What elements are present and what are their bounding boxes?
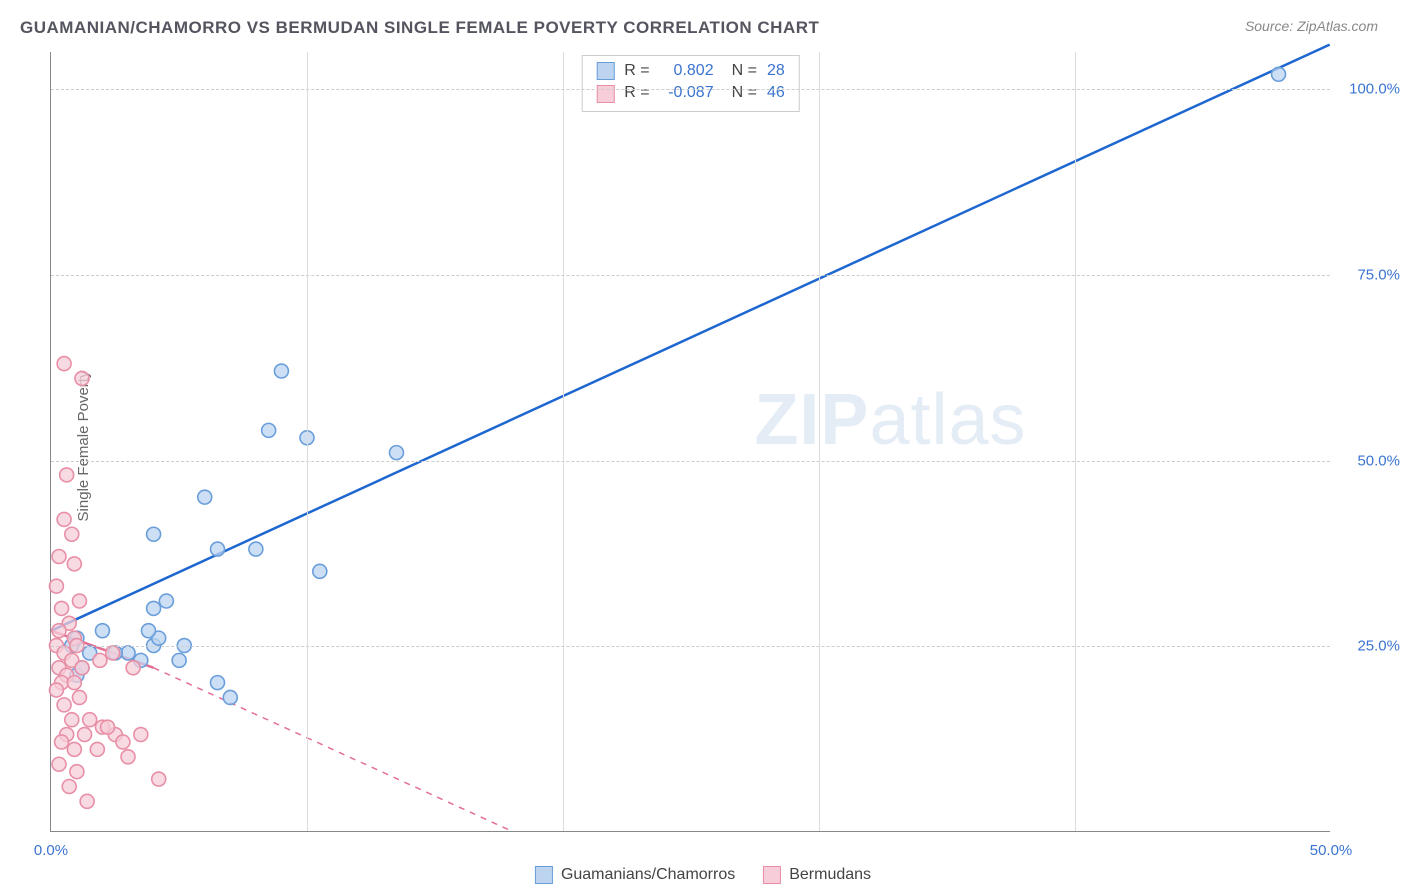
plot-area: ZIPatlas R =0.802N =28R =-0.087N =46 25.… — [50, 52, 1330, 832]
data-point — [152, 772, 166, 786]
gridline-v — [819, 52, 820, 831]
stats-box: R = 0.802 N = 28 R = -0.087 N = 46 — [581, 55, 799, 112]
legend-item: Bermudans — [763, 866, 871, 884]
legend: Guamanians/Chamorros Bermudans — [535, 866, 871, 884]
n-label: N = — [732, 60, 757, 82]
stats-row: R = 0.802 N = 28 — [596, 60, 784, 82]
data-point — [106, 646, 120, 660]
y-tick-label: 75.0% — [1357, 266, 1400, 283]
gridline-h — [51, 461, 1330, 462]
series-swatch — [535, 866, 553, 884]
r-value: -0.087 — [660, 82, 714, 104]
data-point — [95, 624, 109, 638]
data-point — [78, 728, 92, 742]
data-point — [80, 794, 94, 808]
data-point — [274, 364, 288, 378]
data-point — [70, 765, 84, 779]
data-point — [67, 557, 81, 571]
y-tick-label: 100.0% — [1349, 81, 1400, 98]
data-point — [57, 698, 71, 712]
data-point — [121, 646, 135, 660]
r-value: 0.802 — [660, 60, 714, 82]
data-point — [90, 742, 104, 756]
trend-line — [51, 45, 1329, 631]
data-point — [55, 601, 69, 615]
data-point — [198, 490, 212, 504]
y-tick-label: 50.0% — [1357, 452, 1400, 469]
data-point — [55, 735, 69, 749]
data-point — [62, 779, 76, 793]
data-point — [1272, 67, 1286, 81]
x-tick-label: 0.0% — [34, 842, 68, 859]
data-point — [126, 661, 140, 675]
data-point — [65, 527, 79, 541]
data-point — [75, 661, 89, 675]
data-point — [49, 579, 63, 593]
series-swatch — [763, 866, 781, 884]
gridline-v — [563, 52, 564, 831]
data-point — [211, 676, 225, 690]
series-swatch — [596, 85, 614, 103]
data-point — [121, 750, 135, 764]
data-point — [223, 690, 237, 704]
data-point — [93, 653, 107, 667]
data-point — [67, 742, 81, 756]
gridline-h — [51, 89, 1330, 90]
data-point — [52, 550, 66, 564]
data-point — [57, 512, 71, 526]
data-point — [52, 757, 66, 771]
r-label: R = — [624, 82, 649, 104]
gridline-v — [1075, 52, 1076, 831]
data-point — [65, 713, 79, 727]
trend-line-dashed — [154, 668, 512, 831]
legend-label: Guamanians/Chamorros — [561, 866, 735, 884]
data-point — [134, 728, 148, 742]
data-point — [116, 735, 130, 749]
data-point — [72, 594, 86, 608]
data-point — [211, 542, 225, 556]
x-tick-label: 50.0% — [1310, 842, 1353, 859]
legend-label: Bermudans — [789, 866, 871, 884]
data-point — [147, 601, 161, 615]
data-point — [249, 542, 263, 556]
gridline-v — [307, 52, 308, 831]
legend-item: Guamanians/Chamorros — [535, 866, 735, 884]
data-point — [52, 624, 66, 638]
y-tick-label: 25.0% — [1357, 638, 1400, 655]
data-point — [75, 371, 89, 385]
data-point — [57, 357, 71, 371]
n-value: 46 — [767, 82, 785, 104]
n-label: N = — [732, 82, 757, 104]
data-point — [60, 468, 74, 482]
data-point — [147, 527, 161, 541]
data-point — [72, 690, 86, 704]
data-point — [101, 720, 115, 734]
gridline-h — [51, 646, 1330, 647]
scatter-svg — [51, 52, 1330, 831]
series-swatch — [596, 62, 614, 80]
data-point — [159, 594, 173, 608]
data-point — [67, 676, 81, 690]
chart-title: GUAMANIAN/CHAMORRO VS BERMUDAN SINGLE FE… — [20, 18, 819, 38]
data-point — [313, 564, 327, 578]
r-label: R = — [624, 60, 649, 82]
stats-row: R = -0.087 N = 46 — [596, 82, 784, 104]
data-point — [141, 624, 155, 638]
n-value: 28 — [767, 60, 785, 82]
data-point — [172, 653, 186, 667]
data-point — [389, 446, 403, 460]
gridline-h — [51, 275, 1330, 276]
data-point — [83, 713, 97, 727]
data-point — [262, 423, 276, 437]
data-point — [49, 683, 63, 697]
source-attribution: Source: ZipAtlas.com — [1245, 18, 1378, 34]
